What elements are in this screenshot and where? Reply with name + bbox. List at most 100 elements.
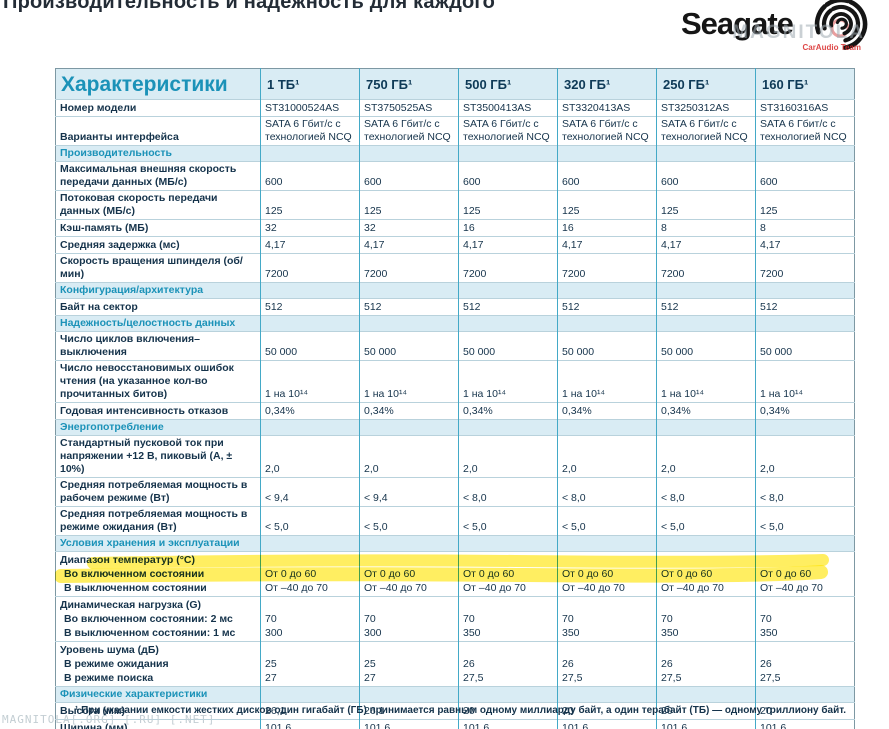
section-row: Производительность — [55, 145, 855, 162]
section-label: Физические характеристики — [55, 686, 261, 703]
section-cell — [359, 145, 459, 162]
value-cell: От 0 до 60 От –40 до 70 — [458, 551, 558, 597]
value-cell: 26,1 — [260, 702, 360, 720]
value-cell: 8 — [755, 219, 855, 237]
section-row: Условия хранения и эксплуатации — [55, 535, 855, 552]
group-value: 70 — [265, 613, 277, 625]
table-row: Стандартный пусковой ток при напряжении … — [55, 435, 855, 478]
section-cell — [260, 282, 360, 299]
value-cell: 7200 — [755, 253, 855, 283]
section-cell — [557, 686, 657, 703]
value-cell: 125 — [359, 190, 459, 220]
value-cell: ST3320413AS — [557, 99, 657, 117]
section-cell — [359, 419, 459, 436]
group-value: 26 — [760, 658, 772, 670]
section-cell — [656, 535, 756, 552]
footnote: ¹ При указании емкости жестких дисков од… — [75, 705, 847, 716]
section-cell — [656, 282, 756, 299]
table-row: Номер модели ST31000524AS ST3750525AS ST350… — [55, 99, 855, 117]
value-cell: 4,17 — [755, 236, 855, 254]
group-value: 350 — [760, 627, 778, 639]
spec-table-body: Номер модели ST31000524AS ST3750525AS ST350… — [55, 99, 855, 729]
group-label: Диапазон температур (°C) Во включенном со… — [55, 551, 261, 597]
value-cell: 70 350 — [656, 596, 756, 642]
column-header: 500 ГБ¹ — [458, 68, 558, 100]
value-cell: < 5,0 — [656, 506, 756, 536]
row-label: Максимальная внешняя скорость передачи д… — [55, 161, 261, 191]
value-cell: От 0 до 60 От –40 до 70 — [260, 551, 360, 597]
section-cell — [260, 315, 360, 332]
value-cell: 26 27,5 — [557, 641, 657, 687]
section-cell — [557, 282, 657, 299]
group-value: От 0 до 60 — [562, 568, 614, 580]
row-label: Номер модели — [55, 99, 261, 117]
table-row: Годовая интенсивность отказов 0,34% 0,34% 0… — [55, 402, 855, 420]
seagate-wordmark: Seagate — [681, 6, 794, 41]
table-row: Число циклов включения–выключения 50 000 5… — [55, 331, 855, 361]
column-header: 250 ГБ¹ — [656, 68, 756, 100]
value-cell: 70 300 — [260, 596, 360, 642]
table-row: Высота (мм) 26,1 26,1 20 20 20 20 — [55, 702, 855, 720]
value-cell: 16 — [458, 219, 558, 237]
value-cell: 4,17 — [656, 236, 756, 254]
value-cell: 1 на 10¹⁴ — [458, 360, 558, 403]
group-title: Диапазон температур (°C) — [60, 554, 195, 566]
value-cell: 600 — [557, 161, 657, 191]
value-cell: 0,34% — [260, 402, 360, 420]
section-cell — [656, 419, 756, 436]
value-cell: 4,17 — [458, 236, 558, 254]
value-cell: 512 — [359, 298, 459, 316]
section-cell — [656, 686, 756, 703]
value-cell: 125 — [557, 190, 657, 220]
seagate-logo: Seagate MAGNITOLA CarAudio Team — [681, 0, 871, 52]
value-cell: < 8,0 — [656, 477, 756, 507]
value-cell: От 0 до 60 От –40 до 70 — [557, 551, 657, 597]
value-cell: 2,0 — [359, 435, 459, 478]
value-cell: ST3750525AS — [359, 99, 459, 117]
group-value: От –40 до 70 — [364, 582, 427, 594]
group-value: 70 — [463, 613, 475, 625]
value-cell: 600 — [755, 161, 855, 191]
section-label: Условия хранения и эксплуатации — [55, 535, 261, 552]
value-cell: От 0 до 60 От –40 до 70 — [359, 551, 459, 597]
group-value: 300 — [265, 627, 283, 639]
group-value: От –40 до 70 — [661, 582, 724, 594]
section-cell — [656, 145, 756, 162]
section-cell — [458, 686, 558, 703]
value-cell: 101,6 — [755, 719, 855, 729]
value-cell: < 9,4 — [260, 477, 360, 507]
value-cell: 101,6 — [458, 719, 558, 729]
value-cell: 0,34% — [656, 402, 756, 420]
value-cell: 70 350 — [557, 596, 657, 642]
column-header: 1 ТБ¹ — [260, 68, 360, 100]
value-cell: 0,34% — [755, 402, 855, 420]
value-cell: 1 на 10¹⁴ — [656, 360, 756, 403]
value-cell: < 9,4 — [359, 477, 459, 507]
value-cell: ST3160316AS — [755, 99, 855, 117]
group-value: 27,5 — [760, 672, 781, 684]
value-cell: ST3500413AS — [458, 99, 558, 117]
section-cell — [755, 419, 855, 436]
value-cell: 7200 — [557, 253, 657, 283]
group-row: Уровень шума (дБ) В режиме ожидания В режи… — [55, 641, 855, 687]
value-cell: 125 — [656, 190, 756, 220]
row-label: Число невосстановимых ошибок чтения (на … — [55, 360, 261, 403]
value-cell: 20 — [458, 702, 558, 720]
value-cell: < 5,0 — [755, 506, 855, 536]
value-cell: 50 000 — [557, 331, 657, 361]
value-cell: 7200 — [458, 253, 558, 283]
group-value: От –40 до 70 — [562, 582, 625, 594]
section-label: Надежность/целостность данных — [55, 315, 261, 332]
value-cell: 600 — [458, 161, 558, 191]
value-cell: 20 — [557, 702, 657, 720]
seagate-swirl-icon — [814, 0, 868, 50]
group-value: 70 — [364, 613, 376, 625]
value-cell: SATA 6 Гбит/с с технологией NCQ — [557, 116, 657, 146]
value-cell: ST31000524AS — [260, 99, 360, 117]
value-cell: 0,34% — [458, 402, 558, 420]
row-label: Варианты интерфейса — [55, 116, 261, 146]
value-cell: 101,6 — [359, 719, 459, 729]
section-label: Производительность — [55, 145, 261, 162]
value-cell: 600 — [260, 161, 360, 191]
value-cell: 7200 — [260, 253, 360, 283]
